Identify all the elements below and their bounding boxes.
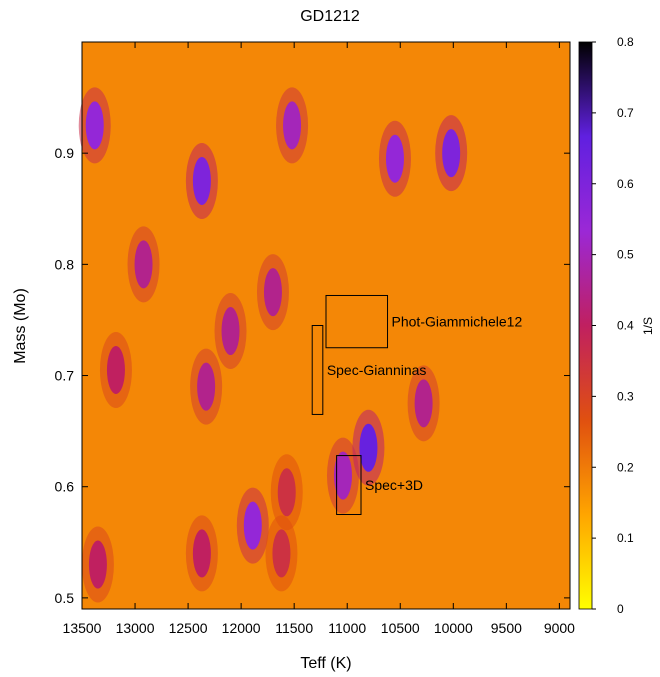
y-tick-label: 0.9 [55, 145, 75, 161]
colorbar-tick-label: 0.1 [617, 531, 634, 545]
y-tick-label: 0.5 [55, 590, 75, 606]
region-box [336, 455, 362, 516]
y-tick-label: 0.7 [55, 368, 75, 384]
heatmap-blob [134, 240, 153, 289]
colorbar-tick-label: 0.7 [617, 106, 634, 120]
heatmap-blob [283, 101, 302, 150]
heatmap-blob [106, 345, 125, 394]
colorbar-tick-label: 0.3 [617, 389, 634, 403]
heatmap-blob [333, 451, 352, 500]
region-boxes: Phot-Giammichele12 Spec-Gianninas Spec+3D [311, 294, 523, 516]
y-tick-label: 0.6 [55, 479, 75, 495]
colorbar [578, 41, 593, 610]
x-tick-label: 9000 [544, 620, 575, 636]
colorbar-tick-label: 0.5 [617, 248, 634, 262]
heatmap-blob [385, 134, 404, 183]
x-axis-ticks: 13500 13000 12500 12000 11500 11000 10500 10000… [63, 42, 575, 636]
y-axis-label: Mass (Mo) [12, 288, 29, 364]
heatmap-blob [359, 423, 378, 472]
x-tick-label: 12000 [222, 620, 261, 636]
colorbar-tick-label: 0.2 [617, 460, 634, 474]
region-box-label: Phot-Giammichele12 [392, 314, 523, 330]
colorbar-tick-label: 0 [617, 602, 624, 616]
x-tick-label: 12500 [169, 620, 208, 636]
heatmap-blob [192, 156, 211, 205]
y-axis-ticks: 0.5 0.6 0.7 0.8 0.9 [55, 145, 570, 606]
heatmap-blob [272, 529, 291, 578]
x-tick-label: 11500 [275, 620, 313, 636]
colorbar-label: 1/S [641, 317, 655, 335]
x-tick-label: 10500 [381, 620, 420, 636]
region-box-label: Spec-Gianninas [327, 362, 427, 378]
heatmap-blob [85, 101, 104, 150]
x-axis-label: Teff (K) [300, 655, 351, 672]
heatmap-blob [243, 501, 262, 550]
plot-frame [81, 41, 571, 610]
heatmap-blob [197, 362, 216, 411]
colorbar-tick-label: 0.8 [617, 35, 634, 49]
region-box [311, 325, 324, 415]
heatmap-blob [221, 307, 240, 356]
heatmap-blob [277, 468, 296, 517]
region-box [325, 294, 389, 349]
x-tick-label: 13000 [116, 620, 155, 636]
heatmap-blob [192, 529, 211, 578]
x-tick-label: 13500 [63, 620, 102, 636]
chart-title: GD1212 [300, 8, 360, 25]
region-box-label: Spec+3D [365, 477, 423, 493]
heatmap-blob [263, 268, 282, 317]
x-tick-label: 11000 [328, 620, 366, 636]
heatmap-blob [442, 129, 461, 178]
x-tick-label: 9500 [491, 620, 522, 636]
x-tick-label: 10000 [434, 620, 473, 636]
y-tick-label: 0.8 [55, 256, 75, 272]
heatmap-plot-area [78, 42, 570, 609]
colorbar-tick-label: 0.4 [617, 319, 634, 333]
heatmap-blob [414, 379, 433, 428]
colorbar-ticks: 0 0.1 0.2 0.3 0.4 0.5 0.6 0.7 0.8 [592, 35, 634, 616]
heatmap-blob [88, 540, 107, 589]
colorbar-tick-label: 0.6 [617, 177, 634, 191]
